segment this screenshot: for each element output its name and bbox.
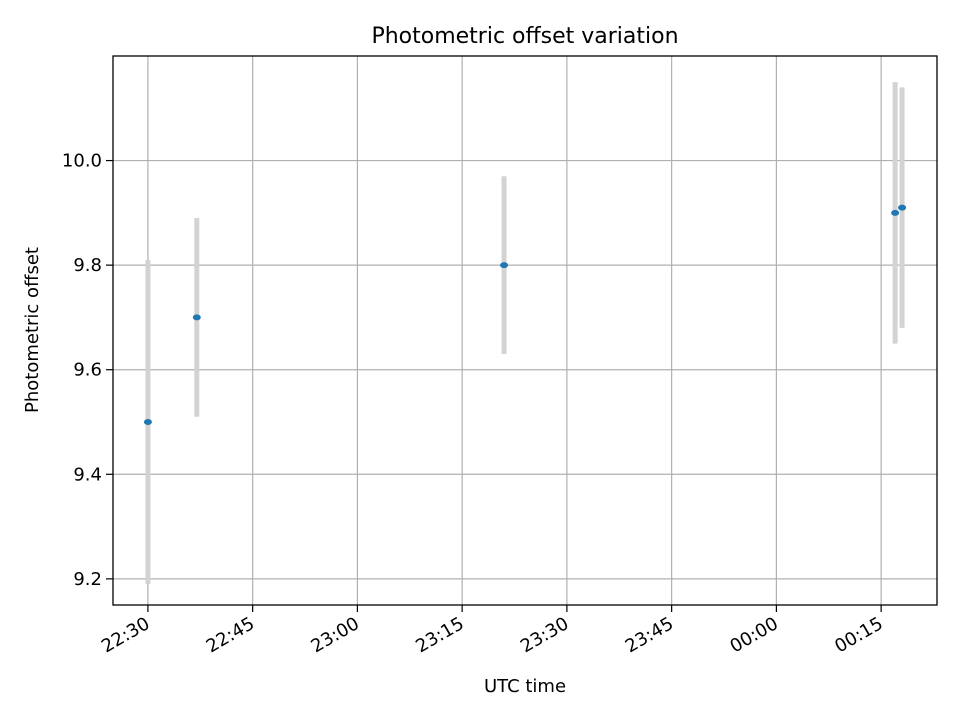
y-axis-ticks: 9.2 9.4 9.6 9.8 10.0 <box>62 151 113 590</box>
x-tick-label: 00:15 <box>831 613 886 657</box>
x-axis-ticks: 22:30 22:45 23:00 23:15 23:30 23:45 00:00 00:15 <box>98 605 887 657</box>
data-point <box>891 209 900 216</box>
plot-frame <box>112 55 938 606</box>
x-tick-label: 22:30 <box>98 613 153 657</box>
y-tick-label: 10.0 <box>62 151 102 172</box>
data-point <box>500 262 509 269</box>
y-tick-label: 9.6 <box>73 360 102 381</box>
error-bars <box>145 82 905 585</box>
data-point <box>192 314 201 321</box>
x-tick-label: 23:15 <box>412 613 467 657</box>
y-axis-label: Photometric offset <box>22 247 43 413</box>
grid <box>113 56 937 605</box>
data-points <box>143 204 907 425</box>
x-tick-label: 00:00 <box>726 613 781 657</box>
x-tick-label: 23:45 <box>622 613 677 657</box>
x-tick-label: 23:00 <box>307 613 362 657</box>
y-tick-label: 9.8 <box>73 255 102 276</box>
x-axis-label: UTC time <box>484 676 566 697</box>
x-tick-label: 22:45 <box>203 613 258 657</box>
y-tick-label: 9.4 <box>73 464 102 485</box>
data-point <box>143 419 152 425</box>
x-tick-label: 23:30 <box>517 613 572 657</box>
chart-title: Photometric offset variation <box>371 24 678 49</box>
data-point <box>898 204 907 211</box>
y-tick-label: 9.2 <box>73 569 102 590</box>
